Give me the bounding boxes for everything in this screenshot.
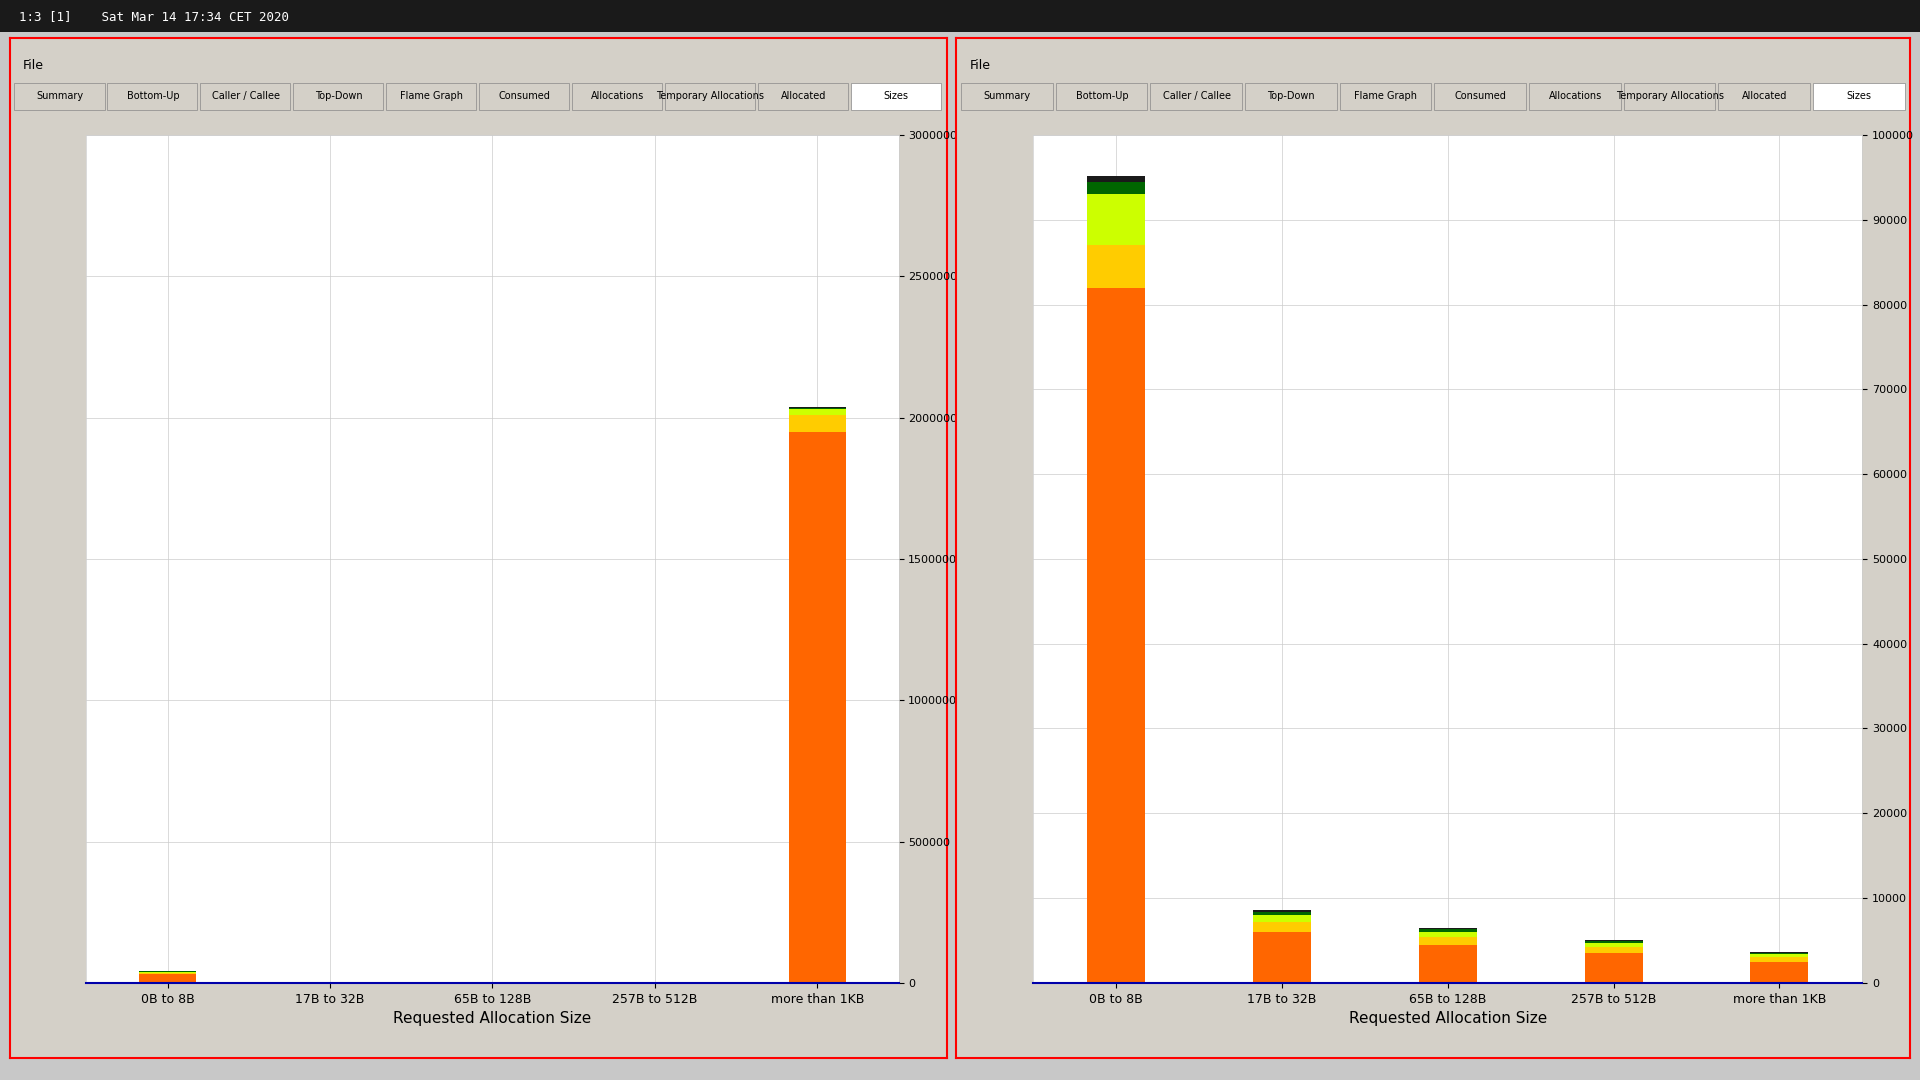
Y-axis label: Number of Allocations: Number of Allocations: [964, 474, 979, 644]
X-axis label: Requested Allocation Size: Requested Allocation Size: [1348, 1011, 1548, 1026]
Text: Summary: Summary: [36, 91, 83, 102]
Bar: [1087, 194, 1144, 245]
Text: Flame Graph: Flame Graph: [1354, 91, 1417, 102]
Bar: [1087, 181, 1144, 194]
Bar: [1252, 921, 1311, 932]
Bar: [789, 432, 847, 983]
Text: Sizes: Sizes: [883, 91, 908, 102]
Bar: [1419, 937, 1476, 945]
Bar: [138, 974, 196, 983]
Bar: [1751, 957, 1809, 961]
X-axis label: Requested Allocation Size: Requested Allocation Size: [394, 1011, 591, 1026]
FancyBboxPatch shape: [1718, 83, 1811, 110]
FancyBboxPatch shape: [1528, 83, 1620, 110]
Bar: [789, 408, 847, 409]
Bar: [1252, 912, 1311, 915]
FancyBboxPatch shape: [572, 83, 662, 110]
Text: Top-Down: Top-Down: [315, 91, 363, 102]
FancyBboxPatch shape: [960, 83, 1052, 110]
Text: File: File: [970, 58, 991, 72]
Text: Temporary Allocations: Temporary Allocations: [657, 91, 764, 102]
FancyBboxPatch shape: [478, 83, 568, 110]
FancyBboxPatch shape: [108, 83, 198, 110]
FancyBboxPatch shape: [664, 83, 755, 110]
Bar: [1087, 176, 1144, 181]
FancyBboxPatch shape: [386, 83, 476, 110]
Bar: [1584, 954, 1644, 983]
Text: Allocations: Allocations: [591, 91, 643, 102]
Bar: [789, 409, 847, 415]
Text: Consumed: Consumed: [499, 91, 551, 102]
Text: 1:3 [1]    Sat Mar 14 17:34 CET 2020: 1:3 [1] Sat Mar 14 17:34 CET 2020: [19, 10, 290, 23]
Bar: [1751, 955, 1809, 957]
FancyBboxPatch shape: [1244, 83, 1336, 110]
Text: Sizes: Sizes: [1847, 91, 1872, 102]
FancyBboxPatch shape: [1812, 83, 1905, 110]
Text: Caller / Callee: Caller / Callee: [211, 91, 280, 102]
FancyBboxPatch shape: [1624, 83, 1715, 110]
Bar: [1252, 932, 1311, 983]
FancyBboxPatch shape: [1150, 83, 1242, 110]
Bar: [1751, 953, 1809, 955]
FancyBboxPatch shape: [200, 83, 290, 110]
Text: Allocations: Allocations: [1549, 91, 1601, 102]
Text: Caller / Callee: Caller / Callee: [1164, 91, 1231, 102]
Text: Flame Graph: Flame Graph: [399, 91, 463, 102]
Text: Consumed: Consumed: [1455, 91, 1507, 102]
Bar: [1584, 947, 1644, 954]
Text: Temporary Allocations: Temporary Allocations: [1617, 91, 1724, 102]
Bar: [1751, 961, 1809, 983]
FancyBboxPatch shape: [758, 83, 849, 110]
Text: Bottom-Up: Bottom-Up: [127, 91, 179, 102]
Bar: [1252, 909, 1311, 912]
Bar: [1584, 941, 1644, 943]
Text: Top-Down: Top-Down: [1267, 91, 1315, 102]
Bar: [1252, 915, 1311, 921]
Bar: [1584, 943, 1644, 947]
Text: Allocated: Allocated: [781, 91, 826, 102]
FancyBboxPatch shape: [851, 83, 941, 110]
Bar: [1087, 245, 1144, 287]
Bar: [1419, 945, 1476, 983]
Text: Summary: Summary: [983, 91, 1031, 102]
FancyBboxPatch shape: [1434, 83, 1526, 110]
FancyBboxPatch shape: [13, 83, 104, 110]
Bar: [1087, 287, 1144, 983]
Bar: [1419, 932, 1476, 937]
Bar: [1419, 930, 1476, 932]
FancyBboxPatch shape: [294, 83, 384, 110]
Text: Bottom-Up: Bottom-Up: [1075, 91, 1129, 102]
FancyBboxPatch shape: [1056, 83, 1148, 110]
Bar: [789, 415, 847, 432]
Text: Allocated: Allocated: [1741, 91, 1788, 102]
Text: File: File: [23, 58, 44, 72]
FancyBboxPatch shape: [1340, 83, 1432, 110]
Bar: [138, 973, 196, 974]
Bar: [1419, 928, 1476, 930]
